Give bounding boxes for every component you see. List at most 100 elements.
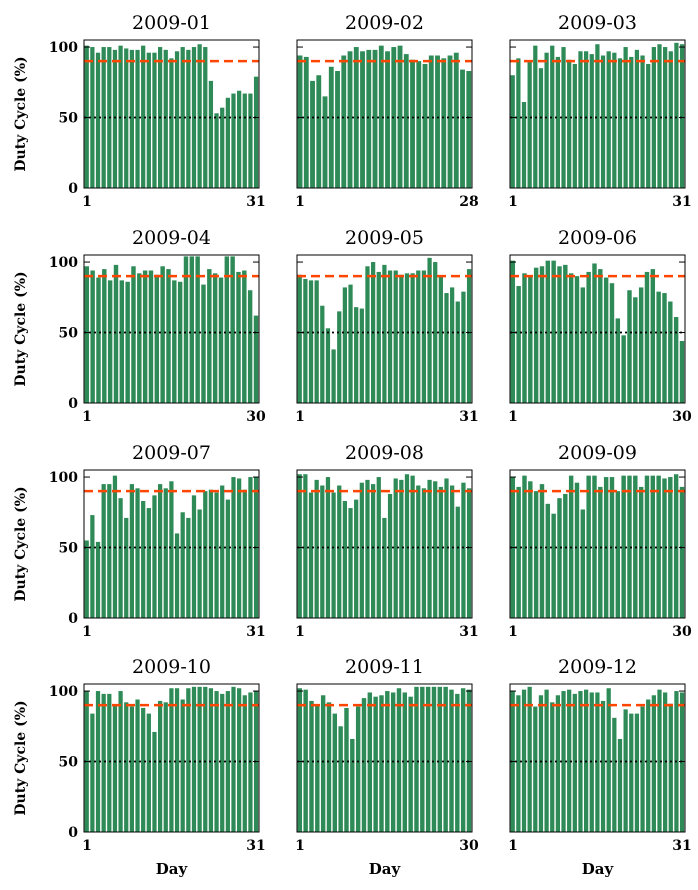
bar [96,277,101,403]
bar [208,80,214,188]
chart-panel: 2009-06 1 30 [508,227,692,425]
y-tick-label: 0 [68,611,78,627]
x-tick-label: 1 [295,624,305,640]
bar [308,492,314,618]
bar [422,63,428,188]
bar [650,269,656,403]
panel-title: 2009-10 [132,656,211,678]
chart-panel: 2009-01 1 31 0 50 100 Duty Cycle (%) [13,12,266,210]
bar [567,689,572,832]
bar [174,51,180,188]
bar [387,493,393,618]
bar [186,49,191,189]
bar [347,51,353,188]
bar [662,478,667,618]
bar [208,489,214,618]
x-tick-label: 31 [246,194,265,210]
bar [191,47,197,188]
x-tick-label: 1 [295,194,305,210]
bar [393,478,398,618]
bar [169,688,174,832]
bar [247,290,253,403]
chart-panel: 2009-11 1 30 Day [295,656,479,878]
bar [592,475,597,618]
bar [646,63,651,188]
bar [102,269,107,403]
bar [160,266,165,403]
bar [180,699,185,832]
bar [545,260,551,403]
bar [410,59,415,189]
bar [141,707,146,832]
bar [361,698,367,832]
x-tick-label: 1 [295,409,305,425]
bar [606,688,611,832]
bar [617,58,623,188]
bar [231,93,236,188]
bar [533,267,539,403]
plot-frame [509,469,686,619]
bar [322,96,328,188]
bar [551,513,556,618]
bar [169,481,174,618]
bar [550,702,555,832]
bar [101,693,106,832]
bar [359,308,364,403]
bar [157,484,163,618]
x-axis-label: Day [369,860,402,878]
bar [348,284,353,403]
y-axis-label: Duty Cycle (%) [13,271,29,386]
bar [629,713,634,832]
bar [297,688,303,832]
bar [621,475,626,618]
bar [557,498,562,618]
panel-title: 2009-06 [558,227,637,249]
bar [189,256,195,403]
bar [425,686,431,832]
bar [404,273,410,403]
bar [331,492,336,618]
bar [533,706,538,832]
bar [651,695,656,832]
bar [521,102,527,188]
bar [207,269,212,403]
bar [402,692,408,832]
bar [438,276,443,403]
bar [668,51,673,188]
x-tick-label: 1 [82,624,92,640]
bar [197,686,202,832]
bar [90,515,95,618]
bar [527,61,532,188]
bar [673,474,679,618]
chart-panel: 2009-03 1 31 [508,12,692,210]
bar [177,281,183,403]
bar [197,44,202,189]
bar [303,474,308,618]
bar [516,58,521,188]
x-tick-label: 1 [508,194,518,210]
bar [148,270,154,403]
bar [129,484,135,618]
chart-panel: 2009-08 1 31 [295,442,479,640]
bar [225,499,230,618]
bar [516,286,521,403]
bar [466,71,472,188]
bar [365,479,370,618]
y-tick-label: 50 [59,541,79,557]
bar [157,700,163,832]
bar [603,277,609,403]
bar [393,270,398,403]
panel-title: 2009-03 [558,12,637,34]
bar [137,273,142,403]
bar [367,692,373,832]
bar [674,42,679,188]
bar [679,486,685,618]
bar [214,691,219,832]
bar [510,75,515,188]
bar [337,311,342,403]
bar [662,293,667,403]
x-tick-label: 30 [246,409,266,425]
plot-frame [509,254,686,404]
bar [328,66,334,188]
bar [444,293,449,403]
